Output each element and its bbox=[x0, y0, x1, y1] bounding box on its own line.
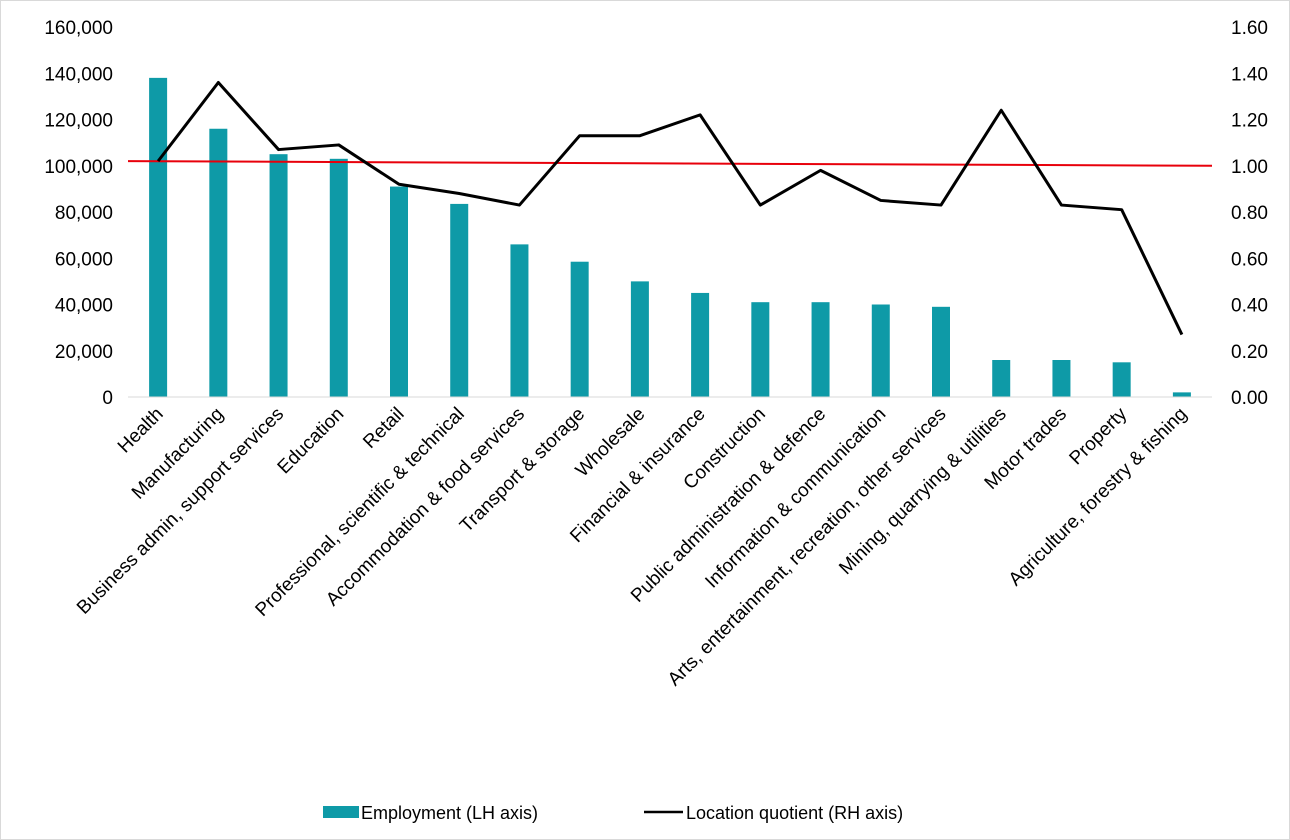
bar-8 bbox=[630, 281, 649, 397]
left-tick-label: 100,000 bbox=[44, 157, 113, 178]
bar-13 bbox=[932, 306, 950, 397]
bar-17 bbox=[1172, 392, 1191, 397]
right-tick-label: 0.60 bbox=[1231, 249, 1268, 270]
bar-5 bbox=[450, 203, 469, 397]
legend-label-location-quotient: Location quotient (RH axis) bbox=[686, 803, 903, 823]
right-axis-ticks: 0.00 0.20 0.40 0.60 0.80 1.00 1.20 1.40 1.60 bbox=[1231, 18, 1268, 409]
bar-2 bbox=[269, 154, 288, 397]
bar-0 bbox=[149, 77, 168, 397]
category-label: Education bbox=[274, 404, 349, 479]
legend-label-employment: Employment (LH axis) bbox=[361, 803, 538, 823]
reference-line bbox=[127, 160, 1213, 167]
left-tick-label: 80,000 bbox=[55, 203, 113, 224]
right-tick-label: 1.20 bbox=[1231, 111, 1268, 132]
right-tick-label: 0.40 bbox=[1231, 296, 1268, 317]
left-tick-label: 40,000 bbox=[55, 296, 113, 317]
right-tick-label: 1.00 bbox=[1231, 157, 1268, 178]
bar-15 bbox=[1052, 360, 1071, 397]
left-tick-label: 160,000 bbox=[44, 18, 113, 39]
bar-3 bbox=[329, 158, 348, 397]
left-tick-label: 20,000 bbox=[55, 342, 113, 363]
right-tick-label: 1.60 bbox=[1231, 18, 1268, 39]
right-tick-label: 0.20 bbox=[1231, 342, 1268, 363]
right-tick-label: 0.80 bbox=[1231, 203, 1268, 224]
left-tick-label: 0 bbox=[102, 388, 113, 409]
bar-14 bbox=[992, 360, 1011, 397]
left-tick-label: 120,000 bbox=[44, 111, 113, 132]
left-tick-label: 140,000 bbox=[44, 64, 113, 85]
bar-7 bbox=[570, 261, 589, 397]
right-tick-label: 0.00 bbox=[1231, 388, 1268, 409]
left-tick-label: 60,000 bbox=[55, 249, 113, 270]
lines-layer bbox=[127, 81, 1213, 336]
bar-12 bbox=[871, 304, 890, 397]
legend-swatch-employment bbox=[323, 806, 359, 818]
bar-10 bbox=[751, 302, 770, 397]
bar-16 bbox=[1112, 362, 1131, 397]
bar-9 bbox=[691, 292, 710, 397]
category-label: Retail bbox=[359, 404, 408, 453]
bar-6 bbox=[510, 244, 529, 397]
bar-4 bbox=[390, 186, 408, 397]
bar-11 bbox=[811, 302, 830, 397]
category-label: Arts, entertainment, recreation, other s… bbox=[664, 404, 951, 691]
location-quotient-line bbox=[156, 81, 1184, 336]
right-tick-label: 1.40 bbox=[1231, 64, 1268, 85]
bar-1 bbox=[209, 128, 228, 397]
category-label: Health bbox=[114, 404, 168, 458]
legend: Employment (LH axis) Location quotient (… bbox=[323, 803, 903, 823]
left-axis-ticks: 0 20,000 40,000 60,000 80,000 100,000 120,000 1… bbox=[44, 18, 113, 409]
